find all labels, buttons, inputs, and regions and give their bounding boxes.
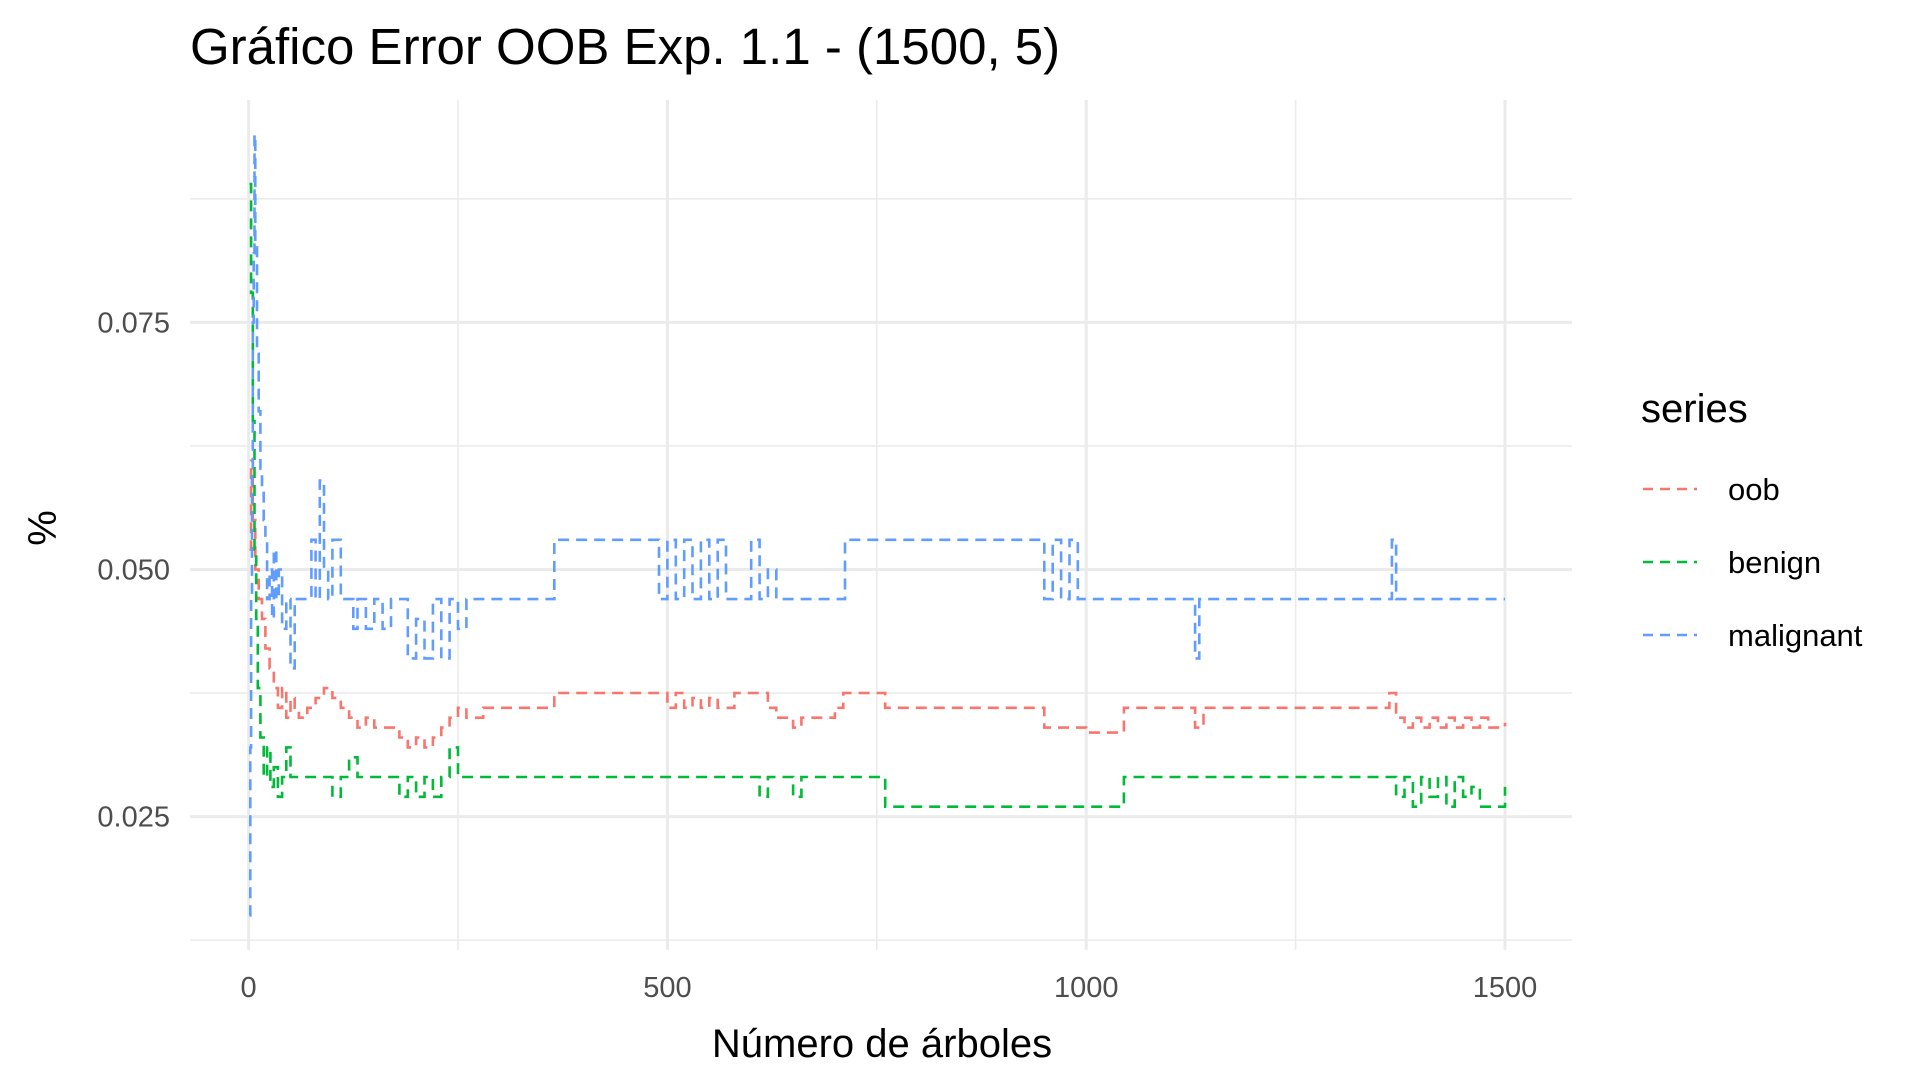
legend-label-malignant: malignant — [1728, 618, 1863, 653]
legend-label-oob: oob — [1728, 472, 1780, 507]
y-axis-ticks: 0.025 0.050 0.075 — [97, 307, 170, 833]
x-tick-label: 1500 — [1473, 972, 1538, 1004]
y-tick-label: 0.025 — [97, 802, 170, 834]
x-tick-label: 500 — [643, 972, 691, 1004]
series-line-oob — [249, 459, 1507, 749]
y-tick-label: 0.075 — [97, 307, 170, 339]
x-axis-title: Número de árboles — [712, 1022, 1052, 1066]
x-axis-ticks: 0 500 1000 1500 — [241, 972, 1538, 1004]
x-tick-label: 0 — [241, 972, 257, 1004]
x-tick-label: 1000 — [1054, 972, 1119, 1004]
legend-items: oob benign malignant — [1643, 472, 1863, 653]
legend-label-benign: benign — [1728, 545, 1821, 580]
y-tick-label: 0.050 — [97, 554, 170, 586]
legend: series oob benign malignant — [1641, 387, 1863, 653]
legend-title: series — [1641, 387, 1748, 431]
chart-title: Gráfico Error OOB Exp. 1.1 - (1500, 5) — [190, 18, 1060, 75]
grid — [190, 100, 1572, 950]
y-axis-title: % — [21, 510, 65, 546]
series-line-benign — [249, 182, 1507, 808]
series-group — [249, 133, 1507, 917]
